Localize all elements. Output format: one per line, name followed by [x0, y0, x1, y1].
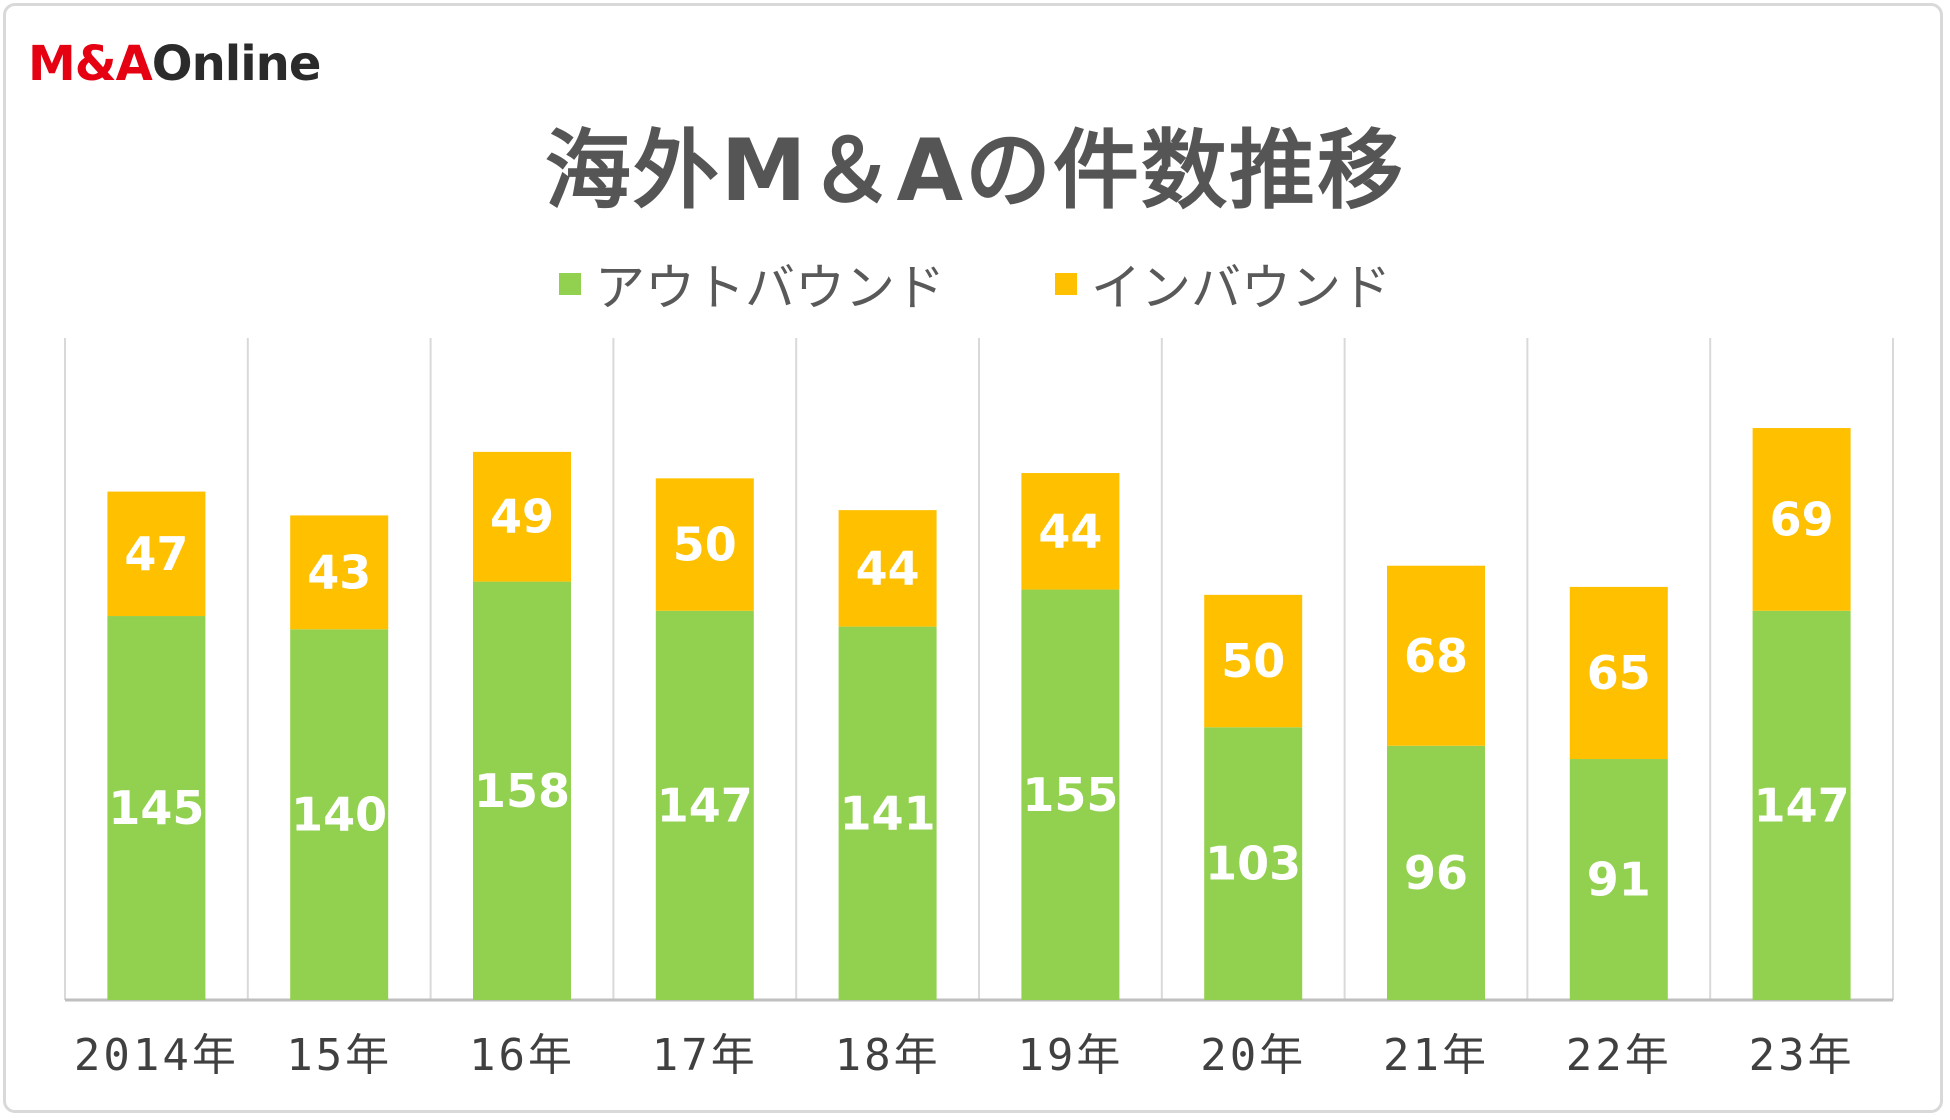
bar-outbound-6	[1204, 727, 1303, 1000]
legend-label-inbound: インバウンド	[1091, 259, 1391, 317]
bar-outbound-5	[1021, 589, 1120, 1000]
bar-outbound-2	[473, 581, 571, 1000]
x-tick-label-6: 20年	[1200, 1030, 1306, 1081]
bar-outbound-3	[655, 610, 754, 1000]
data-label-outbound-1: 140	[291, 788, 387, 842]
legend-swatch-inbound	[1055, 273, 1077, 295]
data-label-outbound-9: 147	[1754, 778, 1850, 832]
bar-outbound-9	[1752, 610, 1851, 1000]
bar-outbound-4	[838, 626, 937, 1000]
data-label-inbound-2: 49	[490, 490, 554, 544]
logo-part-1: M&A	[28, 36, 153, 92]
x-tick-label-1: 15年	[286, 1030, 392, 1081]
bar-inbound-3	[655, 478, 754, 611]
bar-outbound-1	[290, 629, 389, 1000]
x-tick-label-8: 22年	[1566, 1030, 1672, 1081]
x-tick-label-0: 2014年	[74, 1030, 239, 1081]
bar-inbound-8	[1569, 586, 1668, 760]
data-label-inbound-6: 50	[1221, 634, 1285, 688]
chart-title: 海外M＆Aの件数推移	[544, 121, 1406, 221]
data-label-outbound-2: 158	[474, 764, 570, 818]
data-label-outbound-4: 141	[840, 786, 936, 840]
bar-inbound-7	[1387, 565, 1485, 746]
chart-legend: アウトバウンド インバウンド	[0, 248, 1950, 320]
data-label-outbound-6: 103	[1205, 837, 1301, 891]
data-label-outbound-8: 91	[1587, 853, 1651, 907]
bar-inbound-1	[290, 515, 389, 630]
data-label-inbound-8: 65	[1587, 646, 1651, 700]
bar-inbound-2	[473, 451, 571, 582]
data-label-outbound-3: 147	[657, 778, 753, 832]
data-label-outbound-5: 155	[1022, 768, 1118, 822]
legend-swatch-outbound	[559, 273, 581, 295]
data-label-inbound-9: 69	[1770, 492, 1834, 546]
data-label-inbound-1: 43	[307, 545, 371, 599]
data-label-outbound-7: 96	[1404, 846, 1468, 900]
x-tick-label-9: 23年	[1749, 1030, 1855, 1081]
legend-item-outbound: アウトバウンド	[559, 248, 945, 320]
legend-item-inbound: インバウンド	[1055, 248, 1391, 320]
brand-logo: M&AOnline	[28, 36, 322, 92]
x-tick-label-2: 16年	[469, 1030, 575, 1081]
data-label-inbound-0: 47	[124, 527, 188, 581]
data-label-inbound-5: 44	[1038, 504, 1102, 558]
logo-part-2: Online	[151, 36, 322, 92]
data-label-inbound-3: 50	[673, 518, 737, 572]
x-tick-label-5: 19年	[1017, 1030, 1123, 1081]
bar-outbound-7	[1387, 745, 1485, 1000]
data-label-inbound-4: 44	[856, 541, 920, 595]
data-label-inbound-7: 68	[1404, 629, 1468, 683]
bar-outbound-0	[107, 616, 206, 1000]
bar-inbound-0	[107, 491, 206, 617]
data-label-outbound-0: 145	[108, 781, 204, 835]
bar-inbound-9	[1752, 428, 1851, 611]
x-tick-label-3: 17年	[652, 1030, 758, 1081]
bar-inbound-4	[838, 510, 937, 627]
bar-outbound-8	[1569, 759, 1668, 1000]
bar-inbound-6	[1204, 594, 1303, 728]
x-tick-label-7: 21年	[1383, 1030, 1489, 1081]
x-tick-label-4: 18年	[835, 1030, 941, 1081]
bar-inbound-5	[1021, 473, 1120, 590]
legend-label-outbound: アウトバウンド	[595, 259, 945, 317]
